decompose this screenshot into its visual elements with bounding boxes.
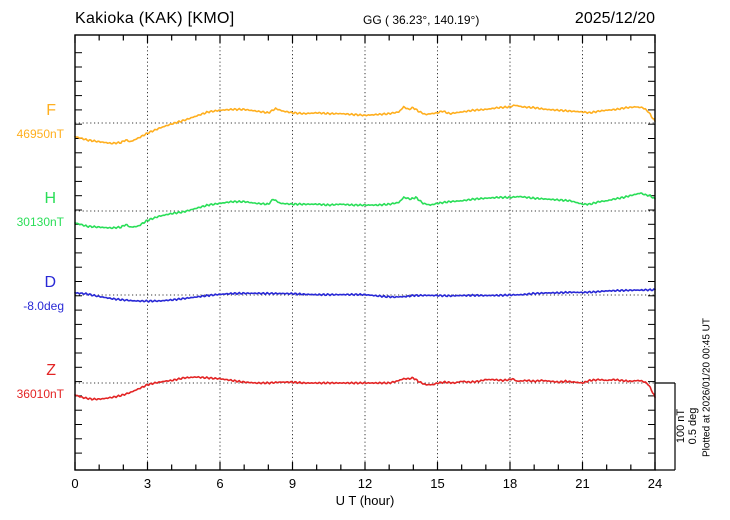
channel-label-F: F bbox=[46, 102, 56, 119]
observatory-title: Kakioka (KAK) [KMO] bbox=[75, 10, 235, 27]
channel-baseline-value-Z: 36010nT bbox=[16, 387, 64, 401]
x-axis-label: U T (hour) bbox=[335, 493, 395, 508]
channel-label-H: H bbox=[44, 190, 56, 207]
channel-label-D: D bbox=[44, 274, 56, 291]
x-tick-label-6: 6 bbox=[216, 476, 224, 491]
trace-H bbox=[74, 192, 656, 230]
x-tick-label-9: 9 bbox=[288, 476, 297, 491]
x-tick-label-12: 12 bbox=[357, 476, 373, 491]
plot-frame bbox=[74, 34, 656, 471]
plot-date: 2025/12/20 bbox=[574, 10, 655, 27]
scale-bar-label: 100 nT 0.5 deg bbox=[675, 381, 699, 471]
x-tick-label-21: 21 bbox=[575, 476, 590, 491]
x-tick-label-18: 18 bbox=[502, 476, 518, 491]
trace-F bbox=[74, 104, 656, 145]
plotted-at-timestamp: Plotted at 2026/01/20 00:45 UT bbox=[701, 318, 713, 457]
x-tick-label-3: 3 bbox=[143, 476, 152, 491]
trace-D bbox=[74, 288, 656, 303]
channel-label-Z: Z bbox=[46, 362, 56, 379]
geographic-coordinates: GG ( 36.23°, 140.19°) bbox=[363, 13, 480, 27]
channel-baseline-value-F: 46950nT bbox=[16, 127, 64, 141]
x-tick-label-24: 24 bbox=[647, 476, 663, 491]
x-tick-label-15: 15 bbox=[430, 476, 445, 491]
x-tick-label-0: 0 bbox=[71, 476, 79, 491]
trace-Z bbox=[74, 375, 656, 401]
channel-baseline-value-D: -8.0deg bbox=[23, 299, 64, 313]
scale-bar-nt: 100 nT bbox=[675, 408, 687, 444]
scale-bar-deg: 0.5 deg bbox=[687, 407, 699, 445]
channel-baseline-value-H: 30130nT bbox=[16, 215, 64, 229]
